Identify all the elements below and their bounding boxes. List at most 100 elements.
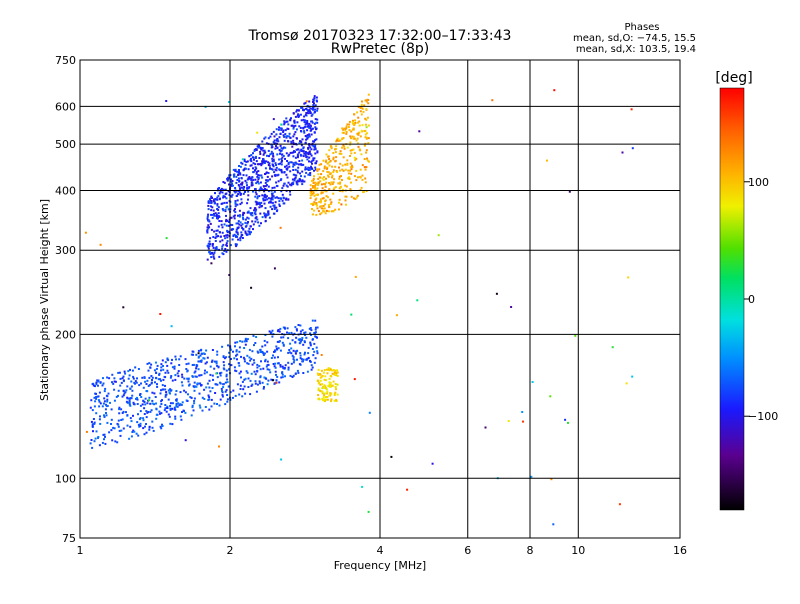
echo-point — [208, 240, 211, 243]
echo-point — [334, 165, 337, 168]
echo-point — [359, 149, 362, 152]
echo-point — [111, 439, 114, 442]
echo-point — [314, 328, 317, 331]
echo-point — [315, 197, 318, 200]
echo-point — [288, 349, 291, 351]
echo-point — [157, 378, 160, 381]
echo-point — [339, 139, 342, 142]
echo-point — [150, 381, 153, 384]
echo-point — [122, 389, 125, 392]
echo-point — [550, 478, 553, 481]
echo-point — [366, 157, 368, 160]
echo-point — [263, 149, 266, 152]
echo-point — [349, 141, 352, 144]
echo-point — [120, 419, 123, 421]
echo-point — [351, 121, 354, 124]
echo-point — [275, 181, 278, 184]
echo-point — [292, 173, 295, 176]
echo-point — [320, 163, 323, 166]
echo-point — [302, 343, 305, 346]
echo-point — [261, 160, 264, 163]
echo-point — [225, 369, 228, 372]
echo-point — [336, 369, 338, 372]
echo-point — [330, 146, 333, 149]
echo-point — [190, 396, 193, 399]
echo-point — [329, 393, 332, 396]
echo-point — [272, 155, 275, 158]
echo-point — [129, 425, 132, 428]
echo-point — [119, 377, 122, 380]
chart-title: Tromsø 20170323 17:32:00–17:33:43 — [248, 28, 512, 44]
colorbar-tick-label: −100 — [748, 410, 778, 423]
echo-point — [225, 218, 228, 221]
echo-point — [222, 383, 225, 386]
echo-point — [94, 437, 97, 440]
echo-point — [530, 475, 533, 478]
echo-point — [273, 356, 276, 359]
echo-point — [265, 160, 268, 163]
echo-point — [227, 190, 230, 193]
echo-point — [307, 151, 310, 154]
echo-point — [121, 395, 124, 398]
echo-point — [207, 398, 210, 401]
echo-point — [366, 159, 369, 162]
echo-point — [283, 123, 286, 126]
echo-point — [117, 389, 120, 392]
echo-point — [281, 373, 284, 376]
echo-point — [134, 380, 137, 383]
echo-point — [292, 169, 295, 171]
echo-point — [297, 180, 300, 183]
echo-point — [327, 368, 330, 371]
echo-point — [255, 336, 258, 338]
echo-point — [283, 135, 286, 138]
echo-point — [314, 145, 316, 148]
echo-point — [226, 398, 229, 401]
echo-point — [274, 370, 277, 373]
echo-point — [278, 136, 281, 139]
echo-point — [230, 228, 233, 231]
echo-point — [279, 150, 282, 153]
echo-point — [289, 193, 292, 196]
echo-point — [222, 243, 225, 246]
echo-point — [194, 375, 197, 378]
echo-point — [151, 402, 154, 405]
echo-point — [331, 369, 334, 372]
echo-point — [236, 383, 239, 386]
echo-point — [151, 399, 154, 402]
echo-point — [233, 173, 236, 176]
echo-point — [264, 360, 267, 363]
echo-point — [230, 184, 233, 187]
echo-point — [208, 386, 211, 389]
echo-point — [338, 177, 341, 180]
echo-point — [301, 183, 304, 186]
echo-point — [367, 93, 370, 96]
echo-point — [189, 396, 192, 399]
echo-point — [273, 139, 276, 142]
echo-point — [309, 194, 312, 197]
echo-point — [269, 178, 271, 181]
echo-point — [625, 382, 628, 385]
echo-point — [245, 224, 248, 227]
echo-point — [280, 158, 283, 160]
echo-point — [317, 178, 320, 180]
echo-point — [117, 425, 120, 428]
echo-point — [304, 351, 306, 354]
echo-point — [273, 212, 276, 215]
echo-point — [283, 182, 286, 185]
echo-point — [252, 190, 254, 193]
echo-point — [277, 180, 280, 183]
echo-point — [215, 248, 218, 251]
echo-point — [336, 137, 339, 140]
echo-point — [327, 175, 330, 178]
echo-point — [271, 194, 274, 197]
echo-point — [328, 369, 331, 372]
echo-point — [321, 177, 324, 180]
echo-point — [284, 165, 286, 168]
echo-point — [320, 173, 323, 176]
echo-point — [338, 175, 341, 178]
echo-point — [264, 136, 267, 139]
echo-point — [344, 168, 347, 171]
echo-point — [237, 362, 240, 365]
x-tick-label: 8 — [527, 544, 534, 557]
echo-point — [238, 165, 240, 167]
